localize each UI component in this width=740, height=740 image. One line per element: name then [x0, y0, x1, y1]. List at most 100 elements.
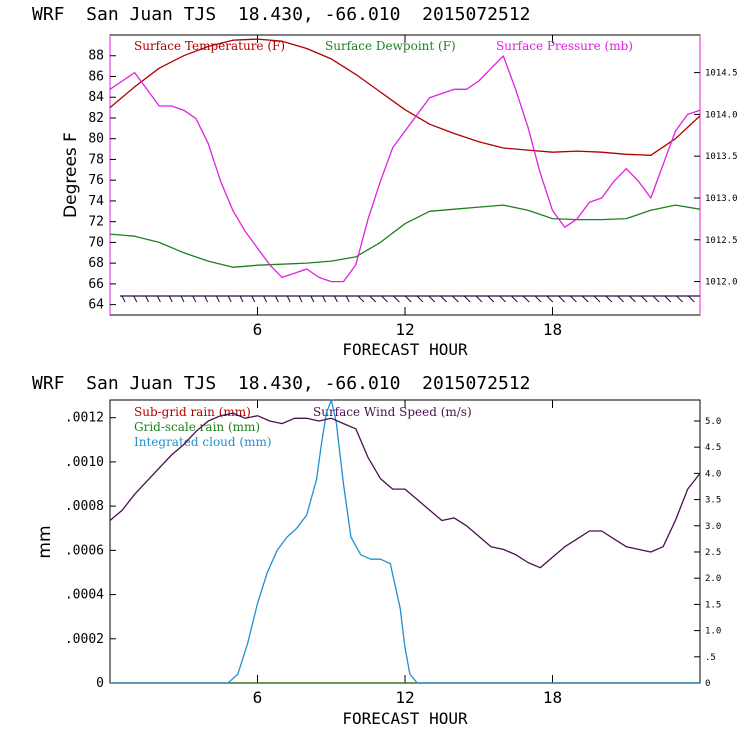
chart2-legend-integrated-cloud: Integrated cloud (mm) — [134, 435, 272, 449]
y2-tick-label: 3.5 — [705, 496, 721, 506]
series-line-integrated-cloud-mm — [110, 399, 700, 684]
wind-barb — [239, 295, 244, 303]
wind-barb — [251, 295, 256, 303]
wind-barb — [652, 295, 660, 303]
x-tick-label: 12 — [395, 320, 414, 339]
wind-barb — [534, 295, 542, 303]
y2-tick-label: 1.5 — [705, 600, 721, 610]
y-tick-label: 64 — [88, 298, 104, 313]
wind-barb — [570, 295, 577, 303]
wind-barb — [298, 295, 303, 303]
y-tick-label: 0 — [96, 676, 104, 691]
wind-barb — [393, 295, 400, 303]
chart2-legend-gridscale-rain: Grid-scale rain (mm) — [134, 420, 260, 434]
wind-barb — [381, 295, 388, 303]
wind-barb — [452, 295, 459, 303]
wind-barb — [333, 295, 338, 303]
wind-barb — [640, 295, 648, 303]
chart1-series — [109, 38, 701, 283]
wind-barb — [522, 295, 530, 303]
wind-barb — [593, 295, 601, 303]
y-tick-label: 72 — [88, 215, 104, 230]
wind-barb — [180, 295, 185, 303]
wind-barb — [463, 295, 471, 303]
series-line-surface-temperature-f — [109, 38, 701, 156]
wind-barb — [581, 295, 589, 303]
wind-barb — [274, 295, 279, 303]
wind-barb — [416, 295, 424, 303]
chart1-x-label: FORECAST HOUR — [342, 340, 468, 359]
x-tick-label: 18 — [543, 320, 562, 339]
chart2-series — [109, 399, 701, 684]
y2-tick-label: 1014.5 — [705, 69, 738, 79]
chart1-y2-ticks: 1012.0 1012.5 1013.0 1013.5 1014.0 1014.5 — [694, 69, 738, 288]
y-tick-label: 80 — [88, 132, 104, 147]
chart1-plot-area — [109, 34, 701, 316]
wind-barb — [204, 295, 209, 303]
wind-barb — [345, 295, 350, 303]
chart2-x-label: FORECAST HOUR — [342, 709, 468, 728]
chart2-legend-wind-speed: Surface Wind Speed (m/s) — [313, 405, 472, 419]
wind-barb — [145, 295, 150, 303]
chart1-legend-pressure: Surface Pressure (mb) — [496, 39, 633, 53]
y-tick-label: 74 — [88, 194, 104, 209]
wind-barb — [322, 295, 327, 303]
wind-barb — [688, 295, 695, 303]
x-tick-label: 6 — [253, 320, 263, 339]
wind-barb — [629, 295, 636, 303]
wind-barb — [286, 295, 291, 303]
y2-tick-label: 1013.5 — [705, 152, 738, 162]
wind-barb — [617, 295, 624, 303]
chart1-title: WRF San Juan TJS 18.430, -66.010 2015072… — [32, 4, 531, 25]
y2-tick-label: 1014.0 — [705, 110, 738, 120]
y2-tick-label: 3.0 — [705, 522, 721, 532]
wind-barb — [369, 295, 377, 303]
wind-barb — [546, 295, 554, 303]
y-tick-label: .0002 — [65, 632, 104, 647]
x-tick-label: 18 — [543, 688, 562, 707]
y2-tick-label: 0 — [705, 679, 710, 689]
wind-barb — [227, 295, 232, 303]
y-tick-label: .0006 — [65, 543, 104, 558]
series-line-surface-pressure-mb — [109, 55, 701, 283]
chart2-y-ticks: 0 .0002 .0004 .0006 .0008 .0010 .0012 — [65, 411, 116, 691]
y-tick-label: 70 — [88, 235, 104, 250]
wind-barb — [404, 295, 412, 303]
wind-barb — [558, 295, 565, 303]
series-line-surface-wind-speed-m-s — [109, 412, 701, 569]
wind-barb — [263, 295, 268, 303]
x-tick-label: 6 — [253, 688, 263, 707]
y2-tick-label: .5 — [705, 653, 716, 663]
y-tick-label: 66 — [88, 277, 104, 292]
y2-tick-label: 4.5 — [705, 443, 721, 453]
chart1-x-ticks: 6 12 18 — [253, 35, 562, 339]
wind-barb — [357, 295, 365, 303]
wind-barb — [487, 295, 495, 303]
wind-barb — [156, 295, 161, 303]
y-tick-label: 76 — [88, 173, 104, 188]
y2-tick-label: 4.0 — [705, 469, 721, 479]
x-tick-label: 12 — [395, 688, 414, 707]
y-tick-label: .0008 — [65, 499, 104, 514]
y-tick-label: 84 — [88, 90, 104, 105]
chart2-y2-ticks: 0 .5 1.0 1.5 2.0 2.5 3.0 3.5 4.0 4.5 5.0 — [694, 417, 721, 689]
series-line-surface-dewpoint-f — [109, 204, 701, 268]
chart2-x-ticks: 6 12 18 — [253, 400, 562, 707]
wind-barb — [440, 295, 447, 303]
y2-tick-label: 1.0 — [705, 627, 721, 637]
y-tick-label: 68 — [88, 256, 104, 271]
wind-barb — [499, 295, 506, 303]
wind-barb — [310, 295, 315, 303]
y-tick-label: .0012 — [65, 411, 104, 426]
wind-barb — [676, 295, 683, 303]
chart2-title: WRF San Juan TJS 18.430, -66.010 2015072… — [32, 373, 531, 394]
chart2-legend-subgrid-rain: Sub-grid rain (mm) — [134, 405, 251, 419]
wind-barb — [428, 295, 436, 303]
wind-barb — [215, 295, 220, 303]
chart1-y-ticks: 64 66 68 70 72 74 76 78 80 82 84 86 88 — [88, 49, 116, 313]
y-tick-label: 82 — [88, 111, 104, 126]
wind-barb — [664, 295, 672, 303]
chart1-wind-barbs — [120, 295, 700, 303]
wind-barb — [192, 295, 197, 303]
